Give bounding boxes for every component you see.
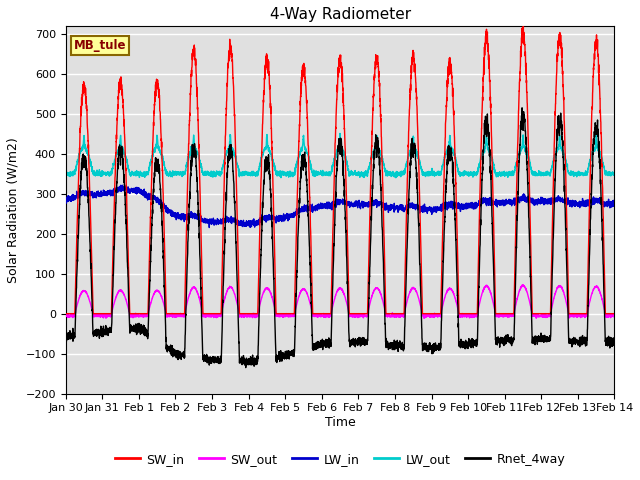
Y-axis label: Solar Radiation (W/m2): Solar Radiation (W/m2) [7, 137, 20, 283]
Title: 4-Way Radiometer: 4-Way Radiometer [269, 7, 411, 22]
X-axis label: Time: Time [324, 416, 355, 429]
Legend: SW_in, SW_out, LW_in, LW_out, Rnet_4way: SW_in, SW_out, LW_in, LW_out, Rnet_4way [109, 448, 570, 471]
Text: MB_tule: MB_tule [74, 39, 127, 52]
